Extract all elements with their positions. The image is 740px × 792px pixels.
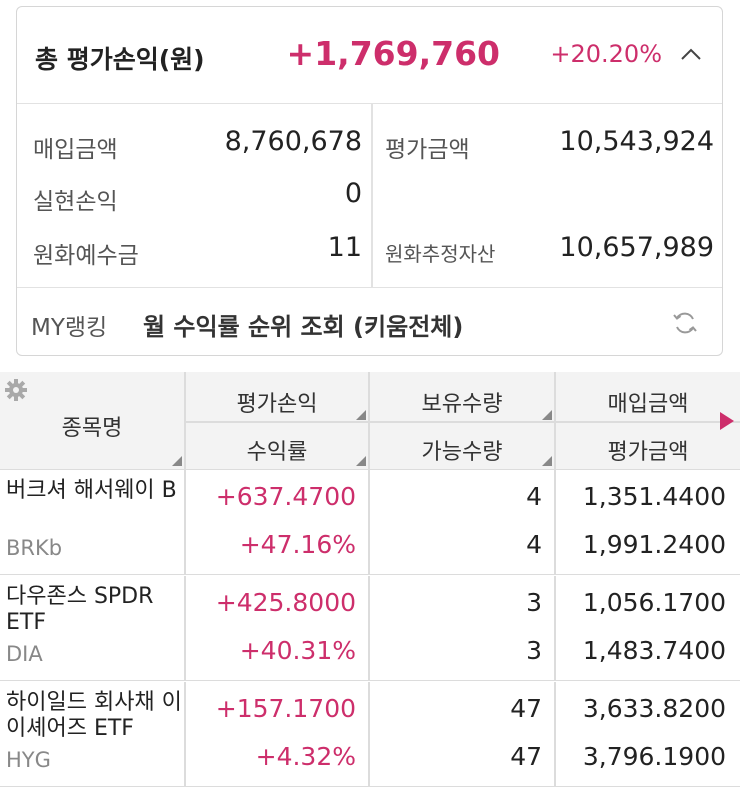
realized-profit-label: 실현손익 bbox=[33, 189, 118, 215]
row-holding-qty: 47 bbox=[510, 694, 542, 723]
stock-ticker: BRKb bbox=[6, 536, 63, 560]
row-col-divider bbox=[368, 470, 370, 575]
my-ranking-row[interactable]: MY랭킹 월 수익률 순위 조회 (키움전체) bbox=[17, 287, 722, 357]
table-row[interactable]: 다우존스 SPDR ETF DIA +425.8000 +40.31% 3 3 … bbox=[0, 576, 740, 681]
sort-handle-icon[interactable] bbox=[542, 456, 552, 466]
sort-handle-icon[interactable] bbox=[172, 456, 182, 466]
row-rate: +4.32% bbox=[255, 742, 356, 771]
header-evaluation-amount[interactable]: 평가금액 bbox=[607, 440, 689, 465]
summary-card: 총 평가손익(원) +1,769,760 +20.20% 매입금액 8,760,… bbox=[16, 6, 723, 356]
total-profit-amount: +1,769,760 bbox=[286, 34, 500, 73]
row-purchase-amount: 1,056.1700 bbox=[582, 588, 726, 617]
row-holding-qty: 4 bbox=[526, 482, 542, 511]
row-profit: +637.4700 bbox=[215, 482, 356, 511]
krw-deposit-label: 원화예수금 bbox=[33, 243, 139, 269]
gear-icon[interactable] bbox=[4, 378, 28, 402]
stock-name: 다우존스 SPDR ETF bbox=[6, 584, 154, 635]
play-right-icon[interactable] bbox=[720, 412, 734, 430]
estimated-assets-value: 10,657,989 bbox=[559, 232, 714, 263]
stock-name: 버크셔 해서웨이 B bbox=[6, 478, 177, 503]
purchase-amount-label: 매입금액 bbox=[33, 137, 118, 163]
row-purchase-amount: 3,633.8200 bbox=[582, 694, 726, 723]
my-ranking-label: MY랭킹 bbox=[31, 315, 108, 341]
summary-metrics: 매입금액 8,760,678 평가금액 10,543,924 실현손익 0 원화… bbox=[17, 104, 722, 287]
row-col-divider bbox=[554, 682, 556, 787]
header-stock-name[interactable]: 종목명 bbox=[61, 416, 123, 441]
row-rate: +47.16% bbox=[239, 530, 356, 559]
stock-ticker: HYG bbox=[6, 748, 51, 772]
header-rate[interactable]: 수익률 bbox=[246, 440, 308, 465]
row-col-divider bbox=[184, 682, 186, 787]
row-evaluation-amount: 1,483.7400 bbox=[582, 636, 726, 665]
header-mid-divider bbox=[186, 421, 740, 423]
table-header: 종목명 평가손익 수익률 보유수량 가능수량 매입금액 평가금액 bbox=[0, 372, 740, 470]
stock-name: 하이일드 회사채 이이셰어즈 ETF bbox=[6, 690, 182, 741]
row-col-divider bbox=[554, 470, 556, 575]
row-available-qty: 47 bbox=[510, 742, 542, 771]
sort-handle-icon[interactable] bbox=[356, 456, 366, 466]
row-evaluation-amount: 1,991.2400 bbox=[582, 530, 726, 559]
sort-handle-icon[interactable] bbox=[356, 410, 366, 420]
row-available-qty: 3 bbox=[526, 636, 542, 665]
evaluation-amount-label: 평가금액 bbox=[385, 137, 470, 163]
header-holding-qty[interactable]: 보유수량 bbox=[421, 392, 503, 417]
row-purchase-amount: 1,351.4400 bbox=[582, 482, 726, 511]
header-purchase-amount[interactable]: 매입금액 bbox=[607, 392, 689, 417]
stock-ticker: DIA bbox=[6, 642, 43, 666]
metrics-divider bbox=[371, 104, 373, 287]
estimated-assets-label: 원화추정자산 bbox=[385, 242, 496, 266]
row-col-divider bbox=[368, 682, 370, 787]
row-col-divider bbox=[184, 470, 186, 575]
header-col-divider bbox=[368, 372, 370, 470]
row-available-qty: 4 bbox=[526, 530, 542, 559]
holdings-table: 종목명 평가손익 수익률 보유수량 가능수량 매입금액 평가금액 버크셔 해서웨… bbox=[0, 372, 740, 792]
total-profit-title: 총 평가손익(원) bbox=[35, 45, 205, 74]
row-col-divider bbox=[554, 576, 556, 681]
header-col-divider bbox=[554, 372, 556, 470]
row-evaluation-amount: 3,796.1900 bbox=[582, 742, 726, 771]
table-row[interactable]: 버크셔 해서웨이 B BRKb +637.4700 +47.16% 4 4 1,… bbox=[0, 470, 740, 575]
row-col-divider bbox=[184, 576, 186, 681]
row-profit: +157.1700 bbox=[215, 694, 356, 723]
row-rate: +40.31% bbox=[239, 636, 356, 665]
refresh-icon[interactable] bbox=[672, 310, 698, 336]
header-available-qty[interactable]: 가능수량 bbox=[421, 440, 503, 465]
chevron-up-icon[interactable] bbox=[678, 43, 704, 65]
table-row[interactable]: 하이일드 회사채 이이셰어즈 ETF HYG +157.1700 +4.32% … bbox=[0, 682, 740, 787]
evaluation-amount-value: 10,543,924 bbox=[559, 126, 714, 157]
realized-profit-value: 0 bbox=[344, 178, 362, 209]
row-profit: +425.8000 bbox=[215, 588, 356, 617]
total-profit-rate: +20.20% bbox=[550, 40, 662, 68]
monthly-rank-link[interactable]: 월 수익률 순위 조회 (키움전체) bbox=[143, 313, 464, 341]
purchase-amount-value: 8,760,678 bbox=[224, 126, 362, 157]
row-col-divider bbox=[368, 576, 370, 681]
header-profit[interactable]: 평가손익 bbox=[236, 392, 318, 417]
row-holding-qty: 3 bbox=[526, 588, 542, 617]
header-col-divider bbox=[184, 372, 186, 470]
summary-header[interactable]: 총 평가손익(원) +1,769,760 +20.20% bbox=[17, 7, 722, 104]
sort-handle-icon[interactable] bbox=[542, 410, 552, 420]
krw-deposit-value: 11 bbox=[327, 232, 362, 263]
